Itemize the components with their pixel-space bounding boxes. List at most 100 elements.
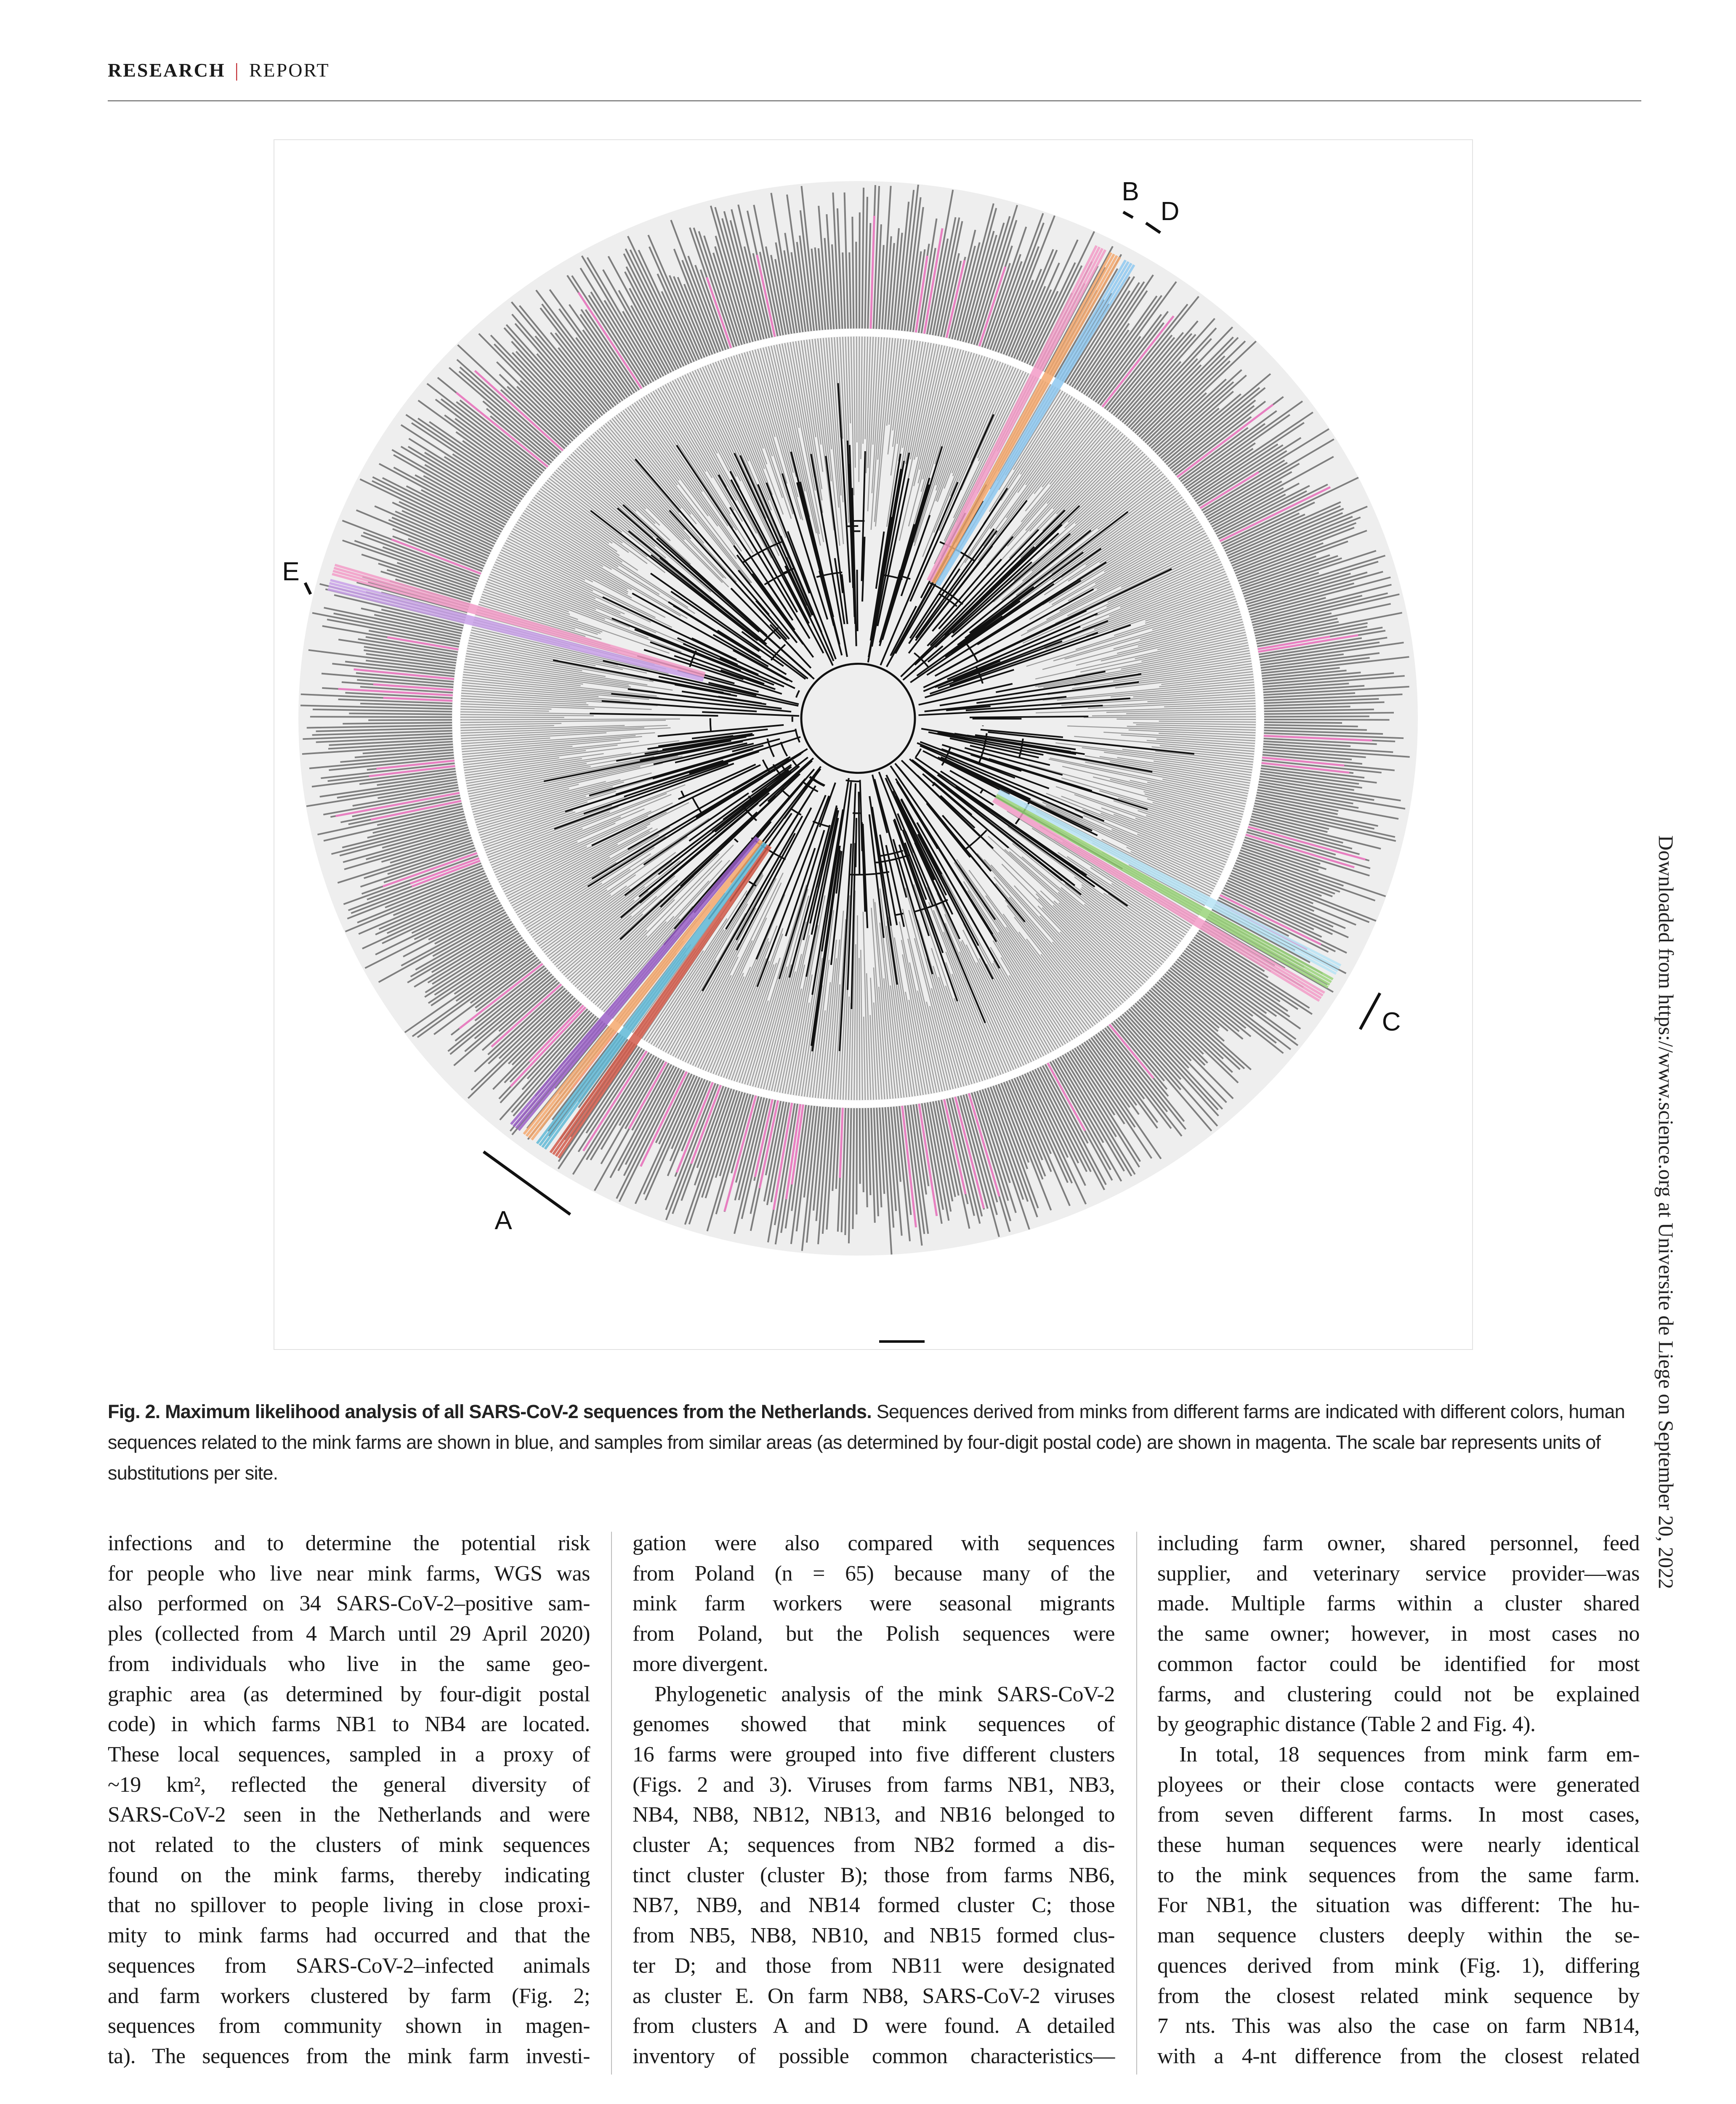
text-line: gation were also compared with sequences <box>633 1531 1115 1555</box>
text-line: and farm workers clustered by farm (Fig.… <box>108 1984 590 2008</box>
cluster-marker <box>1358 992 1382 1030</box>
scale-bar-label: 6.0E-5 <box>873 1348 930 1350</box>
text-line: ples (collected from 4 March until 29 Ap… <box>108 1622 590 1646</box>
leaf-labels <box>300 184 1410 1255</box>
text-line: quences derived from mink (Fig. 1), diff… <box>1157 1953 1640 1978</box>
text-line: For NB1, the situation was different: Th… <box>1157 1893 1640 1918</box>
text-line: from individuals who live in the same ge… <box>108 1652 590 1676</box>
text-line: Phylogenetic analysis of the mink SARS-C… <box>654 1682 1115 1706</box>
clade-highlight <box>994 793 1334 988</box>
cluster-label: C <box>1382 1007 1401 1036</box>
text-line: NB7, NB9, and NB14 formed cluster C; tho… <box>633 1893 1115 1918</box>
text-column: infections and to determine the potentia… <box>108 1528 590 2072</box>
text-line: graphic area (as determined by four-digi… <box>108 1682 590 1706</box>
text-line: supplier, and veterinary service provide… <box>1157 1561 1640 1586</box>
cluster-marker <box>303 582 312 595</box>
clade-highlight <box>931 252 1121 584</box>
core-branches <box>543 383 1195 1052</box>
text-line: mink farm workers were seasonal migrants <box>633 1591 1115 1616</box>
text-line: cluster A; sequences from NB2 formed a d… <box>633 1833 1115 1857</box>
cluster-marker <box>1145 222 1161 234</box>
branches <box>460 336 1256 1100</box>
text-line: sequences from community shown in magen- <box>108 2014 590 2038</box>
text-line: 16 farms were grouped into five differen… <box>633 1742 1115 1767</box>
label-ring <box>298 181 1418 1256</box>
download-notice: Downloaded from https://www.science.org … <box>1654 835 1678 1589</box>
text-column: gation were also compared with sequences… <box>633 1528 1115 2072</box>
text-line: mity to mink farms had occurred and that… <box>108 1923 590 1948</box>
text-line: found on the mink farms, thereby indicat… <box>108 1863 590 1887</box>
text-line: from the closest related mink sequence b… <box>1157 1984 1640 2008</box>
text-line: from seven different farms. In most case… <box>1157 1803 1640 1827</box>
text-line: not related to the clusters of mink sequ… <box>108 1833 590 1857</box>
text-line: These local sequences, sampled in a prox… <box>108 1742 590 1767</box>
text-line: farms, and clustering could not be expla… <box>1157 1682 1640 1706</box>
text-line: (Figs. 2 and 3). Viruses from farms NB1,… <box>633 1772 1115 1797</box>
clade-highlight <box>926 245 1107 582</box>
text-line: inventory of possible common characteris… <box>633 2044 1115 2068</box>
separator: | <box>234 59 240 81</box>
figure-caption: Fig. 2. Maximum likelihood analysis of a… <box>108 1396 1665 1488</box>
text-line: to the mink sequences from the same farm… <box>1157 1863 1640 1887</box>
text-line: from NB5, NB8, NB10, and NB15 formed clu… <box>633 1923 1115 1948</box>
text-column: including farm owner, shared personnel, … <box>1157 1528 1640 2072</box>
text-line: SARS-CoV-2 seen in the Netherlands and w… <box>108 1803 590 1827</box>
text-line: sequences from SARS-CoV-2–infected anima… <box>108 1953 590 1978</box>
text-line: genomes showed that mink sequences of <box>633 1712 1115 1737</box>
text-line: In total, 18 sequences from mink farm em… <box>1179 1742 1640 1767</box>
text-line: ter D; and those from NB11 were designat… <box>633 1953 1115 1978</box>
text-line: ~19 km², reflected the general diversity… <box>108 1772 590 1797</box>
text-line: ta). The sequences from the mink farm in… <box>108 2044 590 2068</box>
clade-highlight <box>549 845 772 1159</box>
text-line: as cluster E. On farm NB8, SARS-CoV-2 vi… <box>633 1984 1115 2008</box>
caption-text: Sequences derived from minks from differ… <box>108 1401 1625 1484</box>
running-header: RESEARCH | REPORT <box>108 59 330 81</box>
clade-highlight <box>992 797 1325 1002</box>
clade-highlight <box>510 836 760 1131</box>
text-line: from Poland (n = 65) because many of the <box>633 1561 1115 1586</box>
clade-highlight <box>332 563 706 677</box>
text-line: including farm owner, shared personnel, … <box>1157 1531 1640 1555</box>
text-line: from Poland, but the Polish sequences we… <box>633 1622 1115 1646</box>
text-line: by geographic distance (Table 2 and Fig.… <box>1157 1712 1536 1737</box>
text-line: ployees or their close contacts were gen… <box>1157 1772 1640 1797</box>
clade-highlight <box>536 842 768 1150</box>
clade-highlight <box>997 789 1342 975</box>
text-line: the same owner; however, in most cases n… <box>1157 1622 1640 1646</box>
header-rule <box>108 100 1641 101</box>
root-ring <box>800 662 916 774</box>
text-line: that no spillover to people living in cl… <box>108 1893 590 1918</box>
text-line: code) in which farms NB1 to NB4 are loca… <box>108 1712 590 1737</box>
text-line: also performed on 34 SARS-CoV-2–positive… <box>108 1591 590 1616</box>
cluster-label: E <box>282 557 299 586</box>
text-line: these human sequences were nearly identi… <box>1157 1833 1640 1857</box>
text-line: made. Multiple farms within a cluster sh… <box>1157 1591 1640 1616</box>
clade-highlight <box>523 839 764 1141</box>
article-type: REPORT <box>249 59 330 81</box>
text-line: tinct cluster (cluster B); those from fa… <box>633 1863 1115 1887</box>
text-line: for people who live near mink farms, WGS… <box>108 1561 590 1586</box>
text-line: from clusters A and D were found. A deta… <box>633 2014 1115 2038</box>
caption-label: Fig. 2. Maximum likelihood analysis of a… <box>108 1401 872 1422</box>
cluster-marker <box>482 1150 572 1216</box>
cluster-marker <box>1122 210 1134 219</box>
column-rule <box>1136 1532 1137 2075</box>
phylogenetic-tree: A B C D E 6.0E-5 <box>282 177 1418 1350</box>
white-ring <box>452 329 1264 1108</box>
cluster-markers <box>303 210 1382 1216</box>
cluster-label: D <box>1161 197 1180 226</box>
tree-graphic <box>298 181 1418 1256</box>
text-line: common factor could be identified for mo… <box>1157 1652 1640 1676</box>
section: RESEARCH <box>108 59 226 81</box>
figure-frame <box>274 139 1473 1350</box>
cluster-label: B <box>1122 177 1139 206</box>
text-line: with a 4-nt difference from the closest … <box>1157 2044 1640 2068</box>
text-line: man sequence clusters deeply within the … <box>1157 1923 1640 1948</box>
cluster-label: A <box>494 1206 512 1235</box>
text-line: NB4, NB8, NB12, NB13, and NB16 belonged … <box>633 1803 1115 1827</box>
clade-highlight <box>935 259 1135 587</box>
text-line: more divergent. <box>633 1652 768 1676</box>
text-line: infections and to determine the potentia… <box>108 1531 590 1555</box>
text-line: 7 nts. This was also the case on farm NB… <box>1157 2014 1640 2038</box>
